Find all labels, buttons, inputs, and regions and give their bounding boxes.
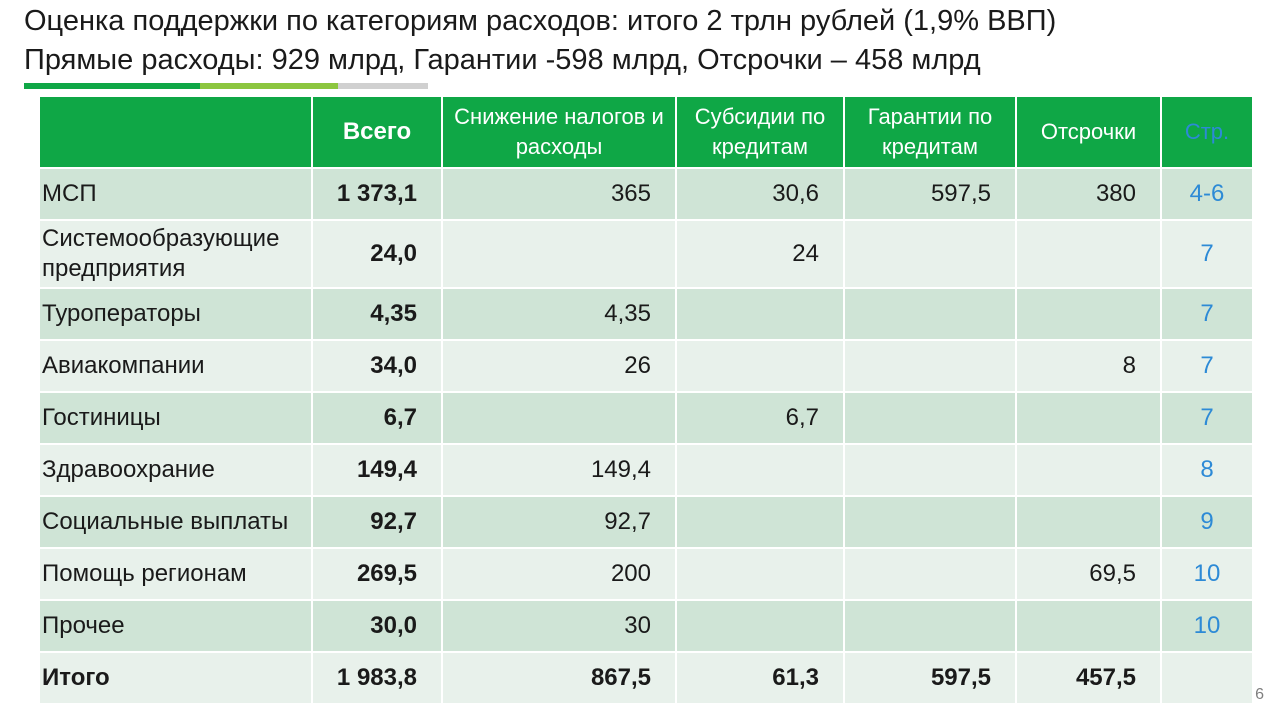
cell-tax [441, 391, 677, 445]
cell-category: Системообразующие предприятия [38, 219, 313, 289]
cell-total: 1 983,8 [311, 651, 443, 705]
cell-deferrals [1015, 287, 1162, 341]
cell-subsidies: 61,3 [675, 651, 845, 705]
table-row: Прочее 30,0 30 10 [38, 599, 1254, 653]
cell-tax: 92,7 [441, 495, 677, 549]
cell-total: 149,4 [311, 443, 443, 497]
cell-page-link[interactable]: 4-6 [1160, 167, 1254, 221]
column-header-category [38, 95, 313, 169]
slide-number: 6 [1255, 686, 1264, 703]
cell-category: Гостиницы [38, 391, 313, 445]
cell-guarantees [843, 219, 1017, 289]
cell-guarantees: 597,5 [843, 651, 1017, 705]
cell-page-link[interactable]: 10 [1160, 599, 1254, 653]
column-header-total: Всего [311, 95, 443, 169]
cell-total: 1 373,1 [311, 167, 443, 221]
table-row: МСП 1 373,1 365 30,6 597,5 380 4-6 [38, 167, 1254, 221]
cell-guarantees [843, 547, 1017, 601]
cell-category: МСП [38, 167, 313, 221]
table-header-row: Всего Снижение налогов и расходы Субсиди… [38, 95, 1254, 169]
cell-tax: 867,5 [441, 651, 677, 705]
cell-tax: 365 [441, 167, 677, 221]
slide-subtitle: Прямые расходы: 929 млрд, Гарантии -598 … [24, 44, 981, 76]
cell-page-link[interactable]: 7 [1160, 339, 1254, 393]
cell-subsidies [675, 287, 845, 341]
cell-tax: 200 [441, 547, 677, 601]
cell-tax [441, 219, 677, 289]
cell-page-link[interactable]: 7 [1160, 391, 1254, 445]
table-row: Социальные выплаты 92,7 92,7 9 [38, 495, 1254, 549]
cell-guarantees [843, 287, 1017, 341]
cell-category: Прочее [38, 599, 313, 653]
cell-category: Здравоохрание [38, 443, 313, 497]
cell-tax: 4,35 [441, 287, 677, 341]
cell-guarantees: 597,5 [843, 167, 1017, 221]
table-row: Гостиницы 6,7 6,7 7 [38, 391, 1254, 445]
cell-subsidies: 24 [675, 219, 845, 289]
title-underline-gray [338, 83, 428, 89]
cell-tax: 26 [441, 339, 677, 393]
cell-total: 24,0 [311, 219, 443, 289]
cell-deferrals [1015, 599, 1162, 653]
table-row: Туроператоры 4,35 4,35 7 [38, 287, 1254, 341]
cell-category: Туроператоры [38, 287, 313, 341]
cell-guarantees [843, 339, 1017, 393]
cell-page-link[interactable]: 8 [1160, 443, 1254, 497]
cell-category: Социальные выплаты [38, 495, 313, 549]
cell-total: 269,5 [311, 547, 443, 601]
column-header-tax: Снижение налогов и расходы [441, 95, 677, 169]
cell-subsidies [675, 599, 845, 653]
table-row: Здравоохрание 149,4 149,4 8 [38, 443, 1254, 497]
cell-subsidies [675, 339, 845, 393]
column-header-deferrals: Отсрочки [1015, 95, 1162, 169]
cell-deferrals [1015, 443, 1162, 497]
cell-subsidies: 6,7 [675, 391, 845, 445]
column-header-guarantees: Гарантии по кредитам [843, 95, 1017, 169]
cell-page-link[interactable]: 10 [1160, 547, 1254, 601]
cell-total: 4,35 [311, 287, 443, 341]
cell-deferrals [1015, 391, 1162, 445]
cell-category: Помощь регионам [38, 547, 313, 601]
cell-total: 6,7 [311, 391, 443, 445]
cell-tax: 149,4 [441, 443, 677, 497]
cell-deferrals [1015, 495, 1162, 549]
cell-subsidies [675, 495, 845, 549]
cell-guarantees [843, 443, 1017, 497]
title-underline-lightgreen [200, 83, 338, 89]
cell-category: Итого [38, 651, 313, 705]
cell-subsidies: 30,6 [675, 167, 845, 221]
cell-page-link[interactable]: 7 [1160, 219, 1254, 289]
cell-total: 34,0 [311, 339, 443, 393]
cell-deferrals: 380 [1015, 167, 1162, 221]
cell-guarantees [843, 495, 1017, 549]
cell-page-link[interactable]: 7 [1160, 287, 1254, 341]
cell-guarantees [843, 599, 1017, 653]
table-row: Помощь регионам 269,5 200 69,5 10 [38, 547, 1254, 601]
support-table: Всего Снижение налогов и расходы Субсиди… [38, 95, 1254, 705]
column-header-page: Стр. [1160, 95, 1254, 169]
cell-page-link[interactable]: 9 [1160, 495, 1254, 549]
cell-total: 30,0 [311, 599, 443, 653]
cell-deferrals: 69,5 [1015, 547, 1162, 601]
cell-deferrals: 457,5 [1015, 651, 1162, 705]
table-row: Системообразующие предприятия 24,0 24 7 [38, 219, 1254, 289]
cell-category: Авиакомпании [38, 339, 313, 393]
cell-subsidies [675, 443, 845, 497]
title-underline-green [24, 83, 200, 89]
table-row: Авиакомпании 34,0 26 8 7 [38, 339, 1254, 393]
column-header-subsidies: Субсидии по кредитам [675, 95, 845, 169]
cell-deferrals: 8 [1015, 339, 1162, 393]
cell-page [1160, 651, 1254, 705]
cell-deferrals [1015, 219, 1162, 289]
cell-total: 92,7 [311, 495, 443, 549]
cell-subsidies [675, 547, 845, 601]
cell-tax: 30 [441, 599, 677, 653]
table-total-row: Итого 1 983,8 867,5 61,3 597,5 457,5 [38, 651, 1254, 705]
cell-guarantees [843, 391, 1017, 445]
slide-title: Оценка поддержки по категориям расходов:… [24, 5, 1057, 37]
